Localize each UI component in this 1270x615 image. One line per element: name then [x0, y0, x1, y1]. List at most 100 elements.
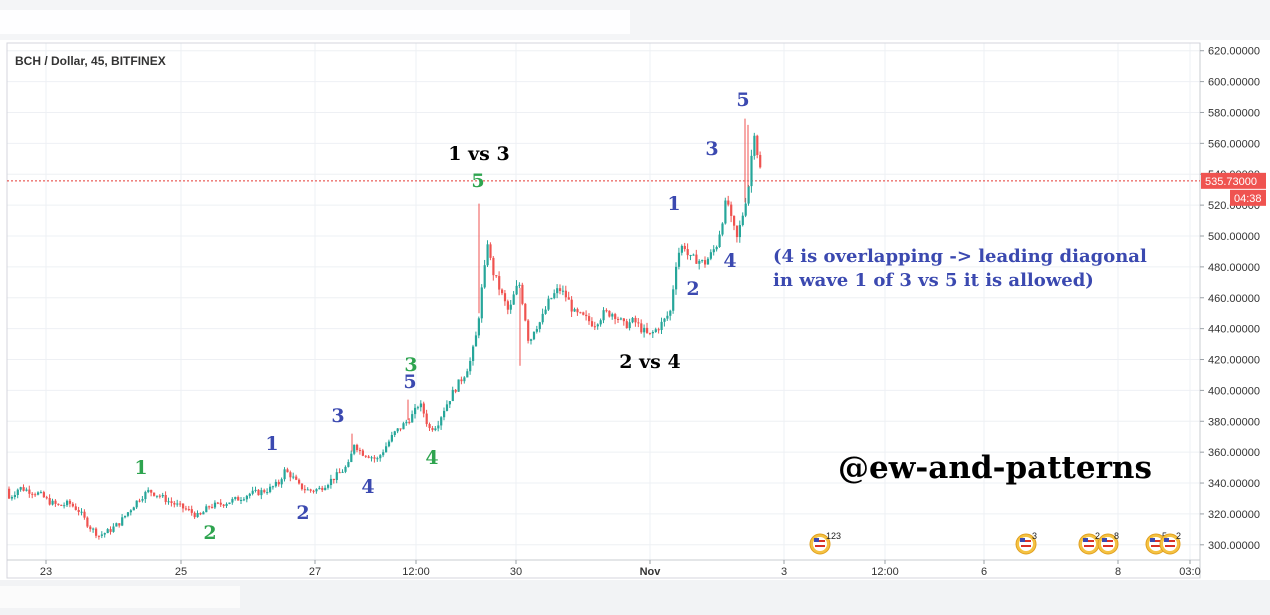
candle-body	[503, 293, 507, 302]
event-marker[interactable]: 123	[809, 531, 841, 555]
event-marker[interactable]: 3	[1015, 531, 1037, 555]
candle-body	[501, 289, 504, 294]
candle-body	[692, 254, 695, 256]
candle-body	[680, 245, 683, 253]
candle-body	[724, 200, 727, 224]
candle-body	[31, 493, 34, 495]
candle-body	[518, 284, 521, 286]
candle-body	[147, 489, 150, 493]
flag-stripe	[1021, 545, 1031, 547]
candle-body	[454, 389, 457, 392]
candle-body	[95, 528, 98, 536]
candle-body	[187, 509, 190, 511]
flag-stripe	[1165, 545, 1175, 547]
x-tick-label: 23	[40, 566, 52, 578]
candle-body	[559, 288, 562, 291]
candle-body	[544, 309, 547, 314]
candle-body	[240, 499, 243, 501]
candle-body	[721, 223, 724, 235]
event-marker[interactable]: 2	[1078, 531, 1100, 555]
wave-label: 2 vs 4	[619, 351, 680, 373]
candle-body	[573, 309, 576, 312]
candle-body	[712, 249, 715, 253]
candle-body	[321, 487, 324, 491]
candle-body	[57, 503, 60, 505]
x-tick-label: 27	[309, 566, 321, 578]
candle-body	[303, 489, 306, 491]
event-count: 2	[1176, 531, 1181, 541]
candle-body	[280, 479, 283, 485]
flag-stripe	[1021, 540, 1031, 542]
candle-body	[564, 290, 567, 298]
candle-body	[590, 321, 594, 327]
candle-body	[466, 371, 469, 378]
candle-body	[646, 327, 649, 333]
candle-body	[213, 502, 217, 508]
candle-body	[295, 476, 298, 480]
candle-body	[486, 244, 489, 266]
candle-body	[327, 485, 330, 488]
candle-body	[86, 517, 89, 527]
wave-label: 2	[296, 502, 309, 524]
candle-body	[361, 450, 364, 456]
candle-body	[312, 490, 315, 492]
flag-canton	[1164, 538, 1169, 542]
note-line-2: in wave 1 of 3 vs 5 it is allowed)	[773, 270, 1094, 291]
candle-body	[521, 284, 524, 304]
candle-body	[657, 329, 660, 331]
candle-body	[199, 512, 202, 515]
candle-body	[42, 492, 45, 498]
candle-body	[509, 304, 512, 310]
candle-body	[211, 506, 214, 508]
candle-body	[506, 301, 509, 310]
candle-body	[718, 234, 721, 248]
candle-body	[457, 379, 460, 392]
candle-body	[242, 499, 246, 501]
candle-body	[71, 503, 74, 507]
event-marker[interactable]: 8	[1097, 531, 1119, 555]
x-tick-label: 03:0	[1179, 566, 1200, 578]
candle-body	[318, 487, 321, 490]
candle-body	[121, 517, 124, 526]
candle-body	[335, 472, 338, 481]
candle-body	[25, 489, 28, 491]
candle-body	[477, 318, 480, 336]
candle-body	[48, 498, 51, 505]
candle-body	[396, 428, 399, 432]
candle-body	[176, 503, 179, 505]
candle-body	[541, 313, 544, 323]
candle-body	[651, 332, 654, 334]
candle-body	[248, 493, 251, 496]
candle-body	[155, 495, 159, 497]
candle-body	[451, 389, 454, 402]
flag-canton	[1083, 538, 1088, 542]
wave-label: 4	[425, 447, 438, 469]
x-tick-label: 3	[781, 566, 787, 578]
candle-body	[561, 290, 565, 292]
event-count: 8	[1114, 531, 1119, 541]
candle-body	[434, 428, 437, 431]
candle-body	[100, 534, 103, 536]
event-marker[interactable]: 2	[1159, 531, 1181, 555]
candle-body	[254, 489, 257, 491]
candle-body	[411, 414, 414, 423]
y-tick-label: 600.00000	[1208, 77, 1260, 89]
candle-body	[704, 260, 707, 265]
candle-body	[443, 410, 446, 418]
candle-body	[251, 490, 254, 494]
candle-body	[347, 462, 350, 467]
y-tick-label: 500.00000	[1208, 231, 1260, 243]
candle-body	[132, 507, 135, 511]
candle-body	[22, 487, 25, 491]
candle-body	[602, 310, 605, 321]
x-tick-label: 12:00	[402, 566, 430, 578]
candle-body	[567, 297, 570, 300]
candle-body	[353, 444, 356, 454]
candle-body	[524, 303, 527, 321]
candle-body	[228, 502, 231, 504]
candle-body	[222, 504, 225, 506]
wave-label: 3	[404, 354, 417, 376]
wave-label: 3	[331, 405, 344, 427]
candle-body	[538, 322, 541, 330]
candle-body	[422, 403, 425, 414]
